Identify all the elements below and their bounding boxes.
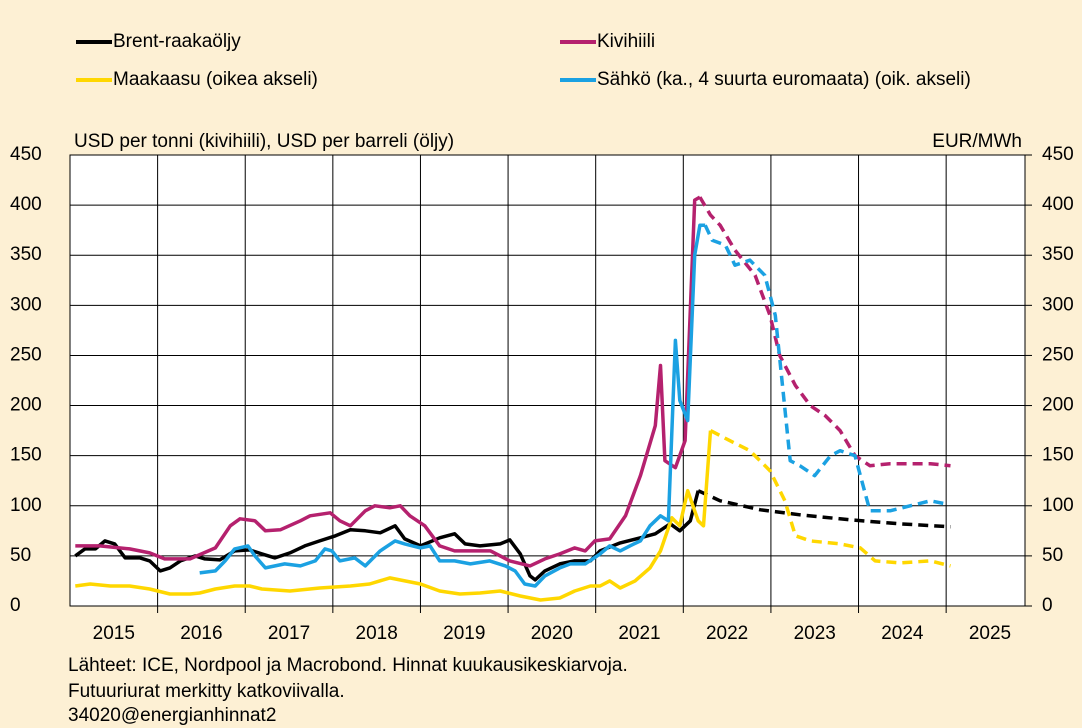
plot-area [70,155,1025,606]
x-tick-label: 2018 [356,623,398,644]
series-line [199,223,706,588]
y2-tick-label: 50 [1042,545,1063,566]
y2-tick-label: 400 [1042,194,1074,215]
x-tick-label: 2016 [180,623,222,644]
y2-tick-label: 0 [1042,595,1053,616]
y-axis-label: USD per tonni (kivihiili), USD per barre… [74,131,454,152]
note: Lähteet: ICE, Nordpool ja Macrobond. Hin… [68,655,628,676]
x-tick-label: 2024 [881,623,924,644]
x-tick-label: 2022 [706,623,748,644]
y2-tick-label: 300 [1042,294,1074,315]
y-tick-label: 0 [10,595,21,616]
plot-frame [69,154,1026,607]
legend-label: Sähkö (ka., 4 suurta euromaata) (oik. ak… [597,69,971,90]
futures-line [697,489,951,529]
y2-tick-label: 150 [1042,445,1074,466]
y-tick-label: 400 [10,194,42,215]
x-tick-label: 2017 [268,623,310,644]
legend-label: Maakaasu (oikea akseli) [113,69,318,90]
y-tick-label: 200 [10,395,42,416]
y-tick-label: 450 [10,144,42,165]
x-tick-label: 2015 [93,623,135,644]
y-tick-label: 50 [10,545,31,566]
legend-label: Kivihiili [597,31,655,52]
y-tick-label: 100 [10,495,42,516]
series-line [75,430,713,602]
y2-tick-label: 200 [1042,395,1074,416]
x-tick-label: 2020 [531,623,573,644]
x-tick-label: 2019 [443,623,485,644]
y2-tick-label: 250 [1042,344,1074,365]
y-tick-label: 350 [10,244,42,265]
series-line [75,195,701,568]
futures-line [703,224,946,513]
y2-tick-label: 100 [1042,495,1074,516]
y-tick-label: 150 [10,445,42,466]
futures-line [698,196,951,468]
note: Futuuriurat merkitty katkoviivalla. [68,681,345,702]
x-tick-label: 2025 [969,623,1011,644]
legend-label: Brent-raakaöljy [113,31,241,52]
y2-axis-label: EUR/MWh [932,131,1022,152]
x-tick-label: 2023 [794,623,836,644]
note: 34020@energianhinnat2 [68,705,276,726]
y-tick-label: 300 [10,294,42,315]
y2-tick-label: 350 [1042,244,1074,265]
y-tick-label: 250 [10,344,42,365]
y2-tick-label: 450 [1042,144,1074,165]
x-tick-label: 2021 [618,623,660,644]
